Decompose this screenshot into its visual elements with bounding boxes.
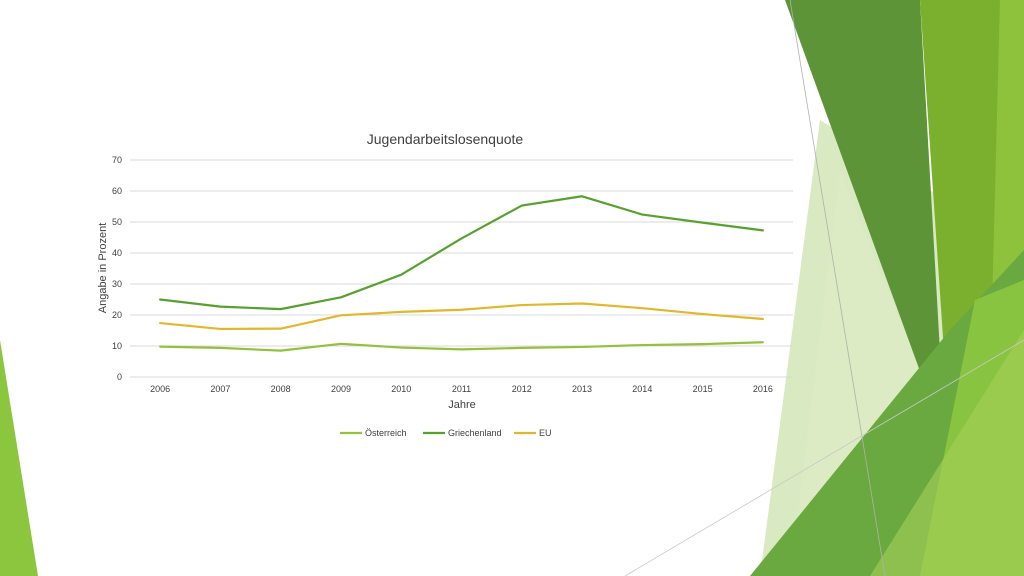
y-tick-label: 40	[112, 248, 122, 258]
legend-label: Österreich	[365, 428, 407, 438]
decor-facet-left	[0, 340, 38, 576]
decor-thin-line-1	[789, 0, 886, 576]
x-tick-label: 2014	[632, 384, 652, 394]
series-lines	[159, 195, 764, 352]
y-tick-label: 0	[117, 372, 122, 382]
x-tick-label: 2012	[512, 384, 532, 394]
x-tick-label: 2016	[753, 384, 773, 394]
y-tick-label: 10	[112, 341, 122, 351]
x-axis-ticks: 2006 2007 2008 2009 2010 2011 2012 2013 2014 2015…	[150, 384, 773, 394]
y-tick-label: 70	[112, 155, 122, 165]
y-axis-ticks: 0 10 20 30 40 50 60 70	[112, 155, 122, 382]
decor-facet-dark	[785, 0, 945, 440]
series-line-eu	[159, 302, 764, 331]
x-tick-label: 2006	[150, 384, 170, 394]
y-tick-label: 50	[112, 217, 122, 227]
x-tick-label: 2008	[271, 384, 291, 394]
series-line--sterreich	[159, 341, 764, 352]
x-tick-label: 2009	[331, 384, 351, 394]
decor-thin-line-2	[624, 339, 1024, 576]
series-line-griechenland	[159, 195, 764, 311]
x-axis-title: Jahre	[448, 399, 476, 411]
x-tick-label: 2011	[452, 384, 471, 394]
y-tick-label: 20	[112, 310, 122, 320]
legend: Österreich Griechenland EU	[340, 428, 552, 438]
decor-facet-mid	[920, 0, 1020, 440]
x-tick-label: 2007	[210, 384, 230, 394]
decor-facet-translucent	[870, 330, 1024, 576]
chart-title: Jugendarbeitslosenquote	[367, 131, 524, 147]
x-tick-label: 2010	[391, 384, 411, 394]
legend-label: Griechenland	[448, 428, 502, 438]
gridlines	[130, 159, 793, 378]
legend-label: EU	[539, 428, 552, 438]
y-tick-label: 60	[112, 186, 122, 196]
y-tick-label: 30	[112, 279, 122, 289]
y-axis-title: Angabe in Prozent	[97, 223, 109, 314]
x-tick-label: 2013	[572, 384, 592, 394]
x-tick-label: 2015	[693, 384, 713, 394]
